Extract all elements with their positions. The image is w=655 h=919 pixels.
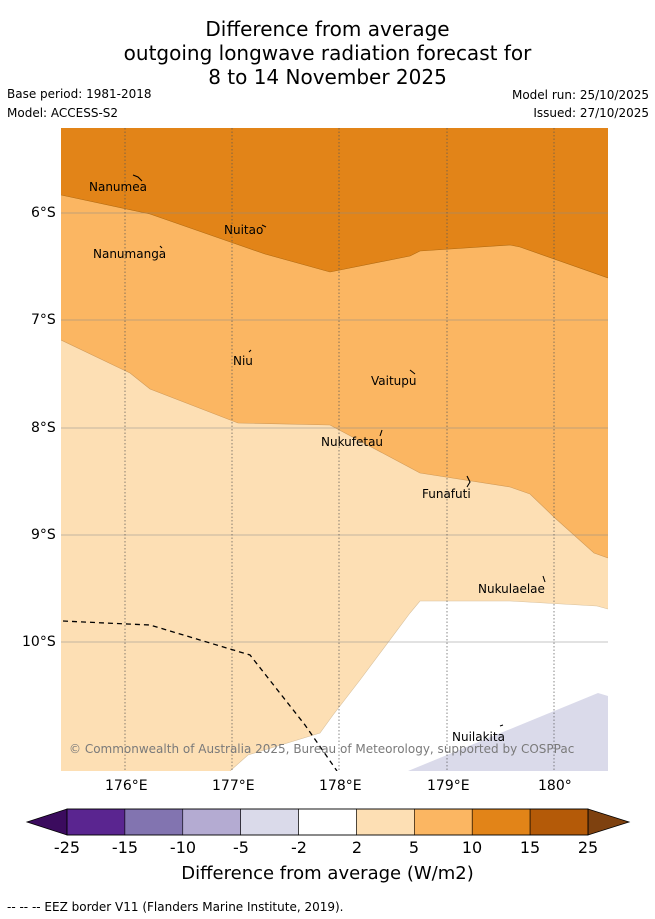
island-label-nukufetau: Nukufetau [321, 435, 384, 449]
island-label-nuilakita: Nuilakita [452, 730, 505, 744]
colorbar-tick: -25 [53, 838, 81, 857]
island-label-nanumea: Nanumea [89, 180, 147, 194]
colorbar-tick: -5 [233, 838, 249, 857]
lon-label-177e: 177°E [212, 778, 255, 794]
lon-label-178e: 178°E [319, 778, 362, 794]
colorbar-tick: -10 [169, 838, 197, 857]
colorbar-tick: 5 [408, 838, 420, 857]
base-period: Base period: 1981-2018 [7, 87, 152, 101]
issued-date: Issued: 27/10/2025 [533, 106, 649, 120]
island-label-nuitao: Nuitao [224, 223, 264, 237]
colorbar-cell [298, 808, 357, 836]
anomaly-minus-5-to-minus-2-region [408, 693, 608, 771]
colorbar-tick: -2 [291, 838, 307, 857]
latitude-gridlines [61, 212, 608, 643]
lat-label-8s: 8°S [31, 420, 56, 436]
lon-label-180: 180° [538, 778, 572, 794]
eez-border [62, 620, 338, 771]
island-label-niu: Niu [233, 354, 253, 368]
lat-label-6s: 6°S [31, 205, 56, 221]
lon-label-179e: 179°E [427, 778, 470, 794]
colorbar-cell [471, 808, 531, 836]
colorbar-cell [529, 808, 589, 836]
title-line-2: outgoing longwave radiation forecast for [123, 41, 532, 65]
lat-label-9s: 9°S [31, 527, 56, 543]
colorbar-tick: 10 [461, 838, 483, 857]
colorbar-cell [124, 808, 184, 836]
island-label-nanumanga: Nanumanga [93, 247, 167, 261]
colorbar-cell [240, 808, 299, 836]
colorbar-cell [66, 808, 126, 836]
island-label-vaitupu: Vaitupu [371, 374, 417, 388]
colorbar-cell [414, 808, 473, 836]
colorbar [25, 808, 631, 836]
colorbar-over-arrow [587, 808, 631, 836]
colorbar-tick: 15 [519, 838, 541, 857]
colorbar-cell [356, 808, 415, 836]
title-line-1: Difference from average [205, 17, 450, 41]
colorbar-tick: -15 [111, 838, 139, 857]
colorbar-title: Difference from average (W/m2) [181, 863, 474, 884]
colorbar-under-arrow [25, 808, 68, 836]
eez-legend: -- -- -- EEZ border V11 (Flanders Marine… [7, 900, 344, 914]
colorbar-cell [182, 808, 241, 836]
model-name: Model: ACCESS-S2 [7, 106, 119, 120]
lat-label-10s: 10°S [22, 634, 56, 650]
lon-label-176e: 176°E [105, 778, 148, 794]
island-label-nukulaelae: Nukulaelae [478, 582, 545, 596]
copyright-notice: © Commonwealth of Australia 2025, Bureau… [69, 742, 575, 756]
title-line-3: 8 to 14 November 2025 [208, 65, 447, 89]
island-label-funafuti: Funafuti [422, 487, 471, 501]
lat-label-7s: 7°S [31, 312, 56, 328]
colorbar-tick: 25 [577, 838, 599, 857]
longitude-gridlines [124, 128, 555, 771]
colorbar-tick: 2 [351, 838, 363, 857]
anomaly-10-to-15-region [61, 128, 608, 278]
island-shapes [132, 174, 546, 727]
model-run: Model run: 25/10/2025 [511, 88, 649, 102]
